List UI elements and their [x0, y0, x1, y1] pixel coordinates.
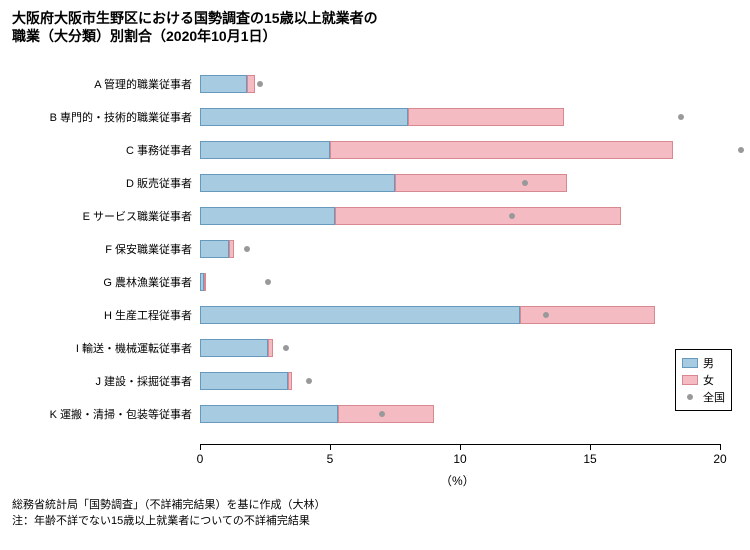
marker-national — [738, 147, 744, 153]
bar-female — [268, 339, 273, 357]
marker-national — [543, 312, 549, 318]
legend-label: 全国 — [703, 389, 725, 405]
legend-marker — [687, 394, 693, 400]
bar-female — [247, 75, 255, 93]
bar-male — [200, 207, 335, 225]
bar-female — [395, 174, 567, 192]
x-tick-label: 15 — [570, 452, 610, 466]
category-label: J 建設・採掘従事者 — [95, 373, 192, 389]
legend-label: 男 — [703, 355, 714, 371]
marker-national — [306, 378, 312, 384]
marker-national — [379, 411, 385, 417]
marker-national — [244, 246, 250, 252]
x-tick-label: 5 — [310, 452, 350, 466]
category-label: D 販売従事者 — [126, 175, 192, 191]
marker-national — [283, 345, 289, 351]
bar-female — [288, 372, 292, 390]
chart-title-line1: 大阪府大阪市生野区における国勢調査の15歳以上就業者の — [12, 8, 378, 28]
bar-female — [335, 207, 621, 225]
category-label: A 管理的職業従事者 — [94, 76, 192, 92]
category-label: C 事務従事者 — [126, 142, 192, 158]
x-tick — [330, 444, 331, 450]
bar-male — [200, 108, 408, 126]
bar-male — [200, 75, 247, 93]
category-label: E サービス職業従事者 — [83, 208, 192, 224]
category-label: H 生産工程従事者 — [104, 307, 192, 323]
legend-swatch — [682, 358, 698, 368]
legend-row: 女 — [682, 372, 725, 388]
x-tick — [460, 444, 461, 450]
x-tick-label: 10 — [440, 452, 480, 466]
legend-row: 全国 — [682, 389, 725, 405]
x-tick — [200, 444, 201, 450]
category-label: B 専門的・技術的職業従事者 — [50, 109, 192, 125]
bar-female — [229, 240, 234, 258]
legend: 男女全国 — [675, 349, 732, 411]
bar-male — [200, 372, 288, 390]
category-label: I 輸送・機械運転従事者 — [76, 340, 192, 356]
category-label: K 運搬・清掃・包装等従事者 — [50, 406, 192, 422]
bar-female — [204, 273, 206, 291]
bar-male — [200, 405, 338, 423]
marker-national — [257, 81, 263, 87]
bar-female — [520, 306, 655, 324]
marker-national — [265, 279, 271, 285]
legend-marker-wrap — [682, 392, 698, 402]
x-axis-title: （%） — [440, 472, 475, 489]
bar-female — [408, 108, 564, 126]
category-label: F 保安職業従事者 — [105, 241, 192, 257]
bar-male — [200, 306, 520, 324]
x-tick — [590, 444, 591, 450]
marker-national — [522, 180, 528, 186]
x-tick — [720, 444, 721, 450]
footnote-note: 注：年齢不詳でない15歳以上就業者についての不詳補完結果 — [12, 512, 310, 528]
bar-male — [200, 339, 268, 357]
x-tick-label: 0 — [180, 452, 220, 466]
chart-title-line2: 職業（大分類）別割合（2020年10月1日） — [12, 26, 277, 46]
bar-male — [200, 174, 395, 192]
marker-national — [678, 114, 684, 120]
legend-row: 男 — [682, 355, 725, 371]
bar-male — [200, 240, 229, 258]
legend-label: 女 — [703, 372, 714, 388]
bar-female — [338, 405, 434, 423]
bar-female — [330, 141, 673, 159]
x-tick-label: 20 — [700, 452, 740, 466]
marker-national — [509, 213, 515, 219]
footnote-source: 総務省統計局「国勢調査」（不詳補完結果）を基に作成（大林） — [12, 496, 326, 512]
bar-male — [200, 141, 330, 159]
category-label: G 農林漁業従事者 — [103, 274, 192, 290]
chart-container: 大阪府大阪市生野区における国勢調査の15歳以上就業者の職業（大分類）別割合（20… — [0, 0, 750, 550]
legend-swatch — [682, 375, 698, 385]
